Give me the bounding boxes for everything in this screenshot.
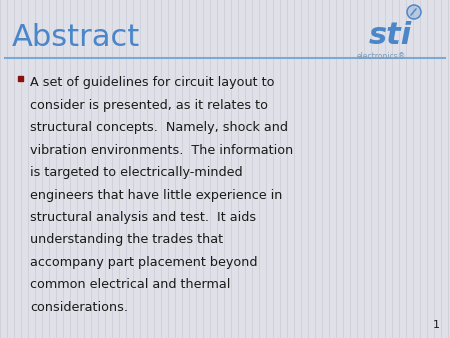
Text: sti: sti (369, 22, 412, 50)
Text: structural concepts.  Namely, shock and: structural concepts. Namely, shock and (30, 121, 288, 134)
Circle shape (407, 5, 421, 19)
Text: 1: 1 (433, 320, 440, 330)
Text: Abstract: Abstract (12, 24, 140, 52)
Text: accompany part placement beyond: accompany part placement beyond (30, 256, 257, 269)
Text: consider is presented, as it relates to: consider is presented, as it relates to (30, 98, 268, 112)
Text: electronics®: electronics® (356, 52, 405, 61)
Text: structural analysis and test.  It aids: structural analysis and test. It aids (30, 211, 256, 224)
Text: considerations.: considerations. (30, 301, 128, 314)
Text: engineers that have little experience in: engineers that have little experience in (30, 189, 283, 201)
Text: understanding the trades that: understanding the trades that (30, 234, 223, 246)
Text: is targeted to electrically-minded: is targeted to electrically-minded (30, 166, 243, 179)
Text: vibration environments.  The information: vibration environments. The information (30, 144, 293, 156)
Text: A set of guidelines for circuit layout to: A set of guidelines for circuit layout t… (30, 76, 274, 89)
Bar (18, 76, 23, 81)
Text: common electrical and thermal: common electrical and thermal (30, 279, 230, 291)
